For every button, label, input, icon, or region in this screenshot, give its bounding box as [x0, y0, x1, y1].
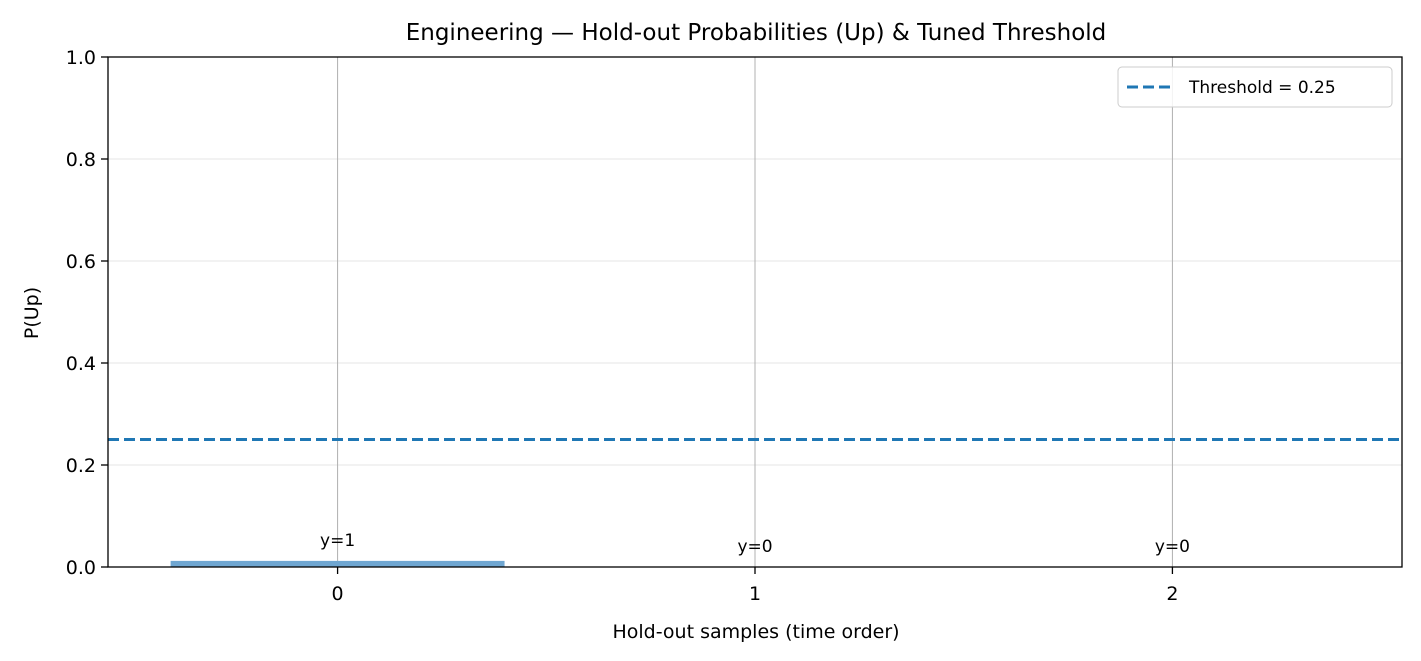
- bar: [170, 560, 505, 567]
- legend-box: [1117, 66, 1393, 108]
- gridlines: [108, 56, 1402, 568]
- legend-threshold-label: Threshold = 0.25: [1188, 78, 1336, 98]
- x-tick-label: 1: [749, 583, 761, 605]
- y-tick-label: 0.2: [66, 455, 96, 477]
- bar-label: y=0: [737, 537, 772, 557]
- bar-label: y=0: [1155, 537, 1190, 557]
- x-tick-label: 0: [332, 583, 344, 605]
- y-axis-label: P(Up): [21, 287, 43, 339]
- bar-label: y=1: [320, 531, 355, 551]
- y-tick-label: 0.6: [66, 251, 96, 273]
- bars: [170, 560, 505, 567]
- bar-labels: y=1 y=0 y=0: [320, 531, 1190, 557]
- y-tick-label: 1.0: [66, 47, 96, 69]
- y-axis-ticks: 0.0 0.2 0.4 0.6 0.8 1.0: [66, 47, 108, 579]
- chart-title: Engineering — Hold-out Probabilities (Up…: [406, 20, 1107, 46]
- y-tick-label: 0.0: [66, 557, 96, 579]
- y-tick-label: 0.4: [66, 353, 96, 375]
- x-axis-label: Hold-out samples (time order): [612, 621, 899, 643]
- x-axis-ticks: 0 1 2: [332, 567, 1178, 605]
- x-tick-label: 2: [1166, 583, 1178, 605]
- y-tick-label: 0.8: [66, 149, 96, 171]
- legend: Threshold = 0.25: [1117, 66, 1393, 108]
